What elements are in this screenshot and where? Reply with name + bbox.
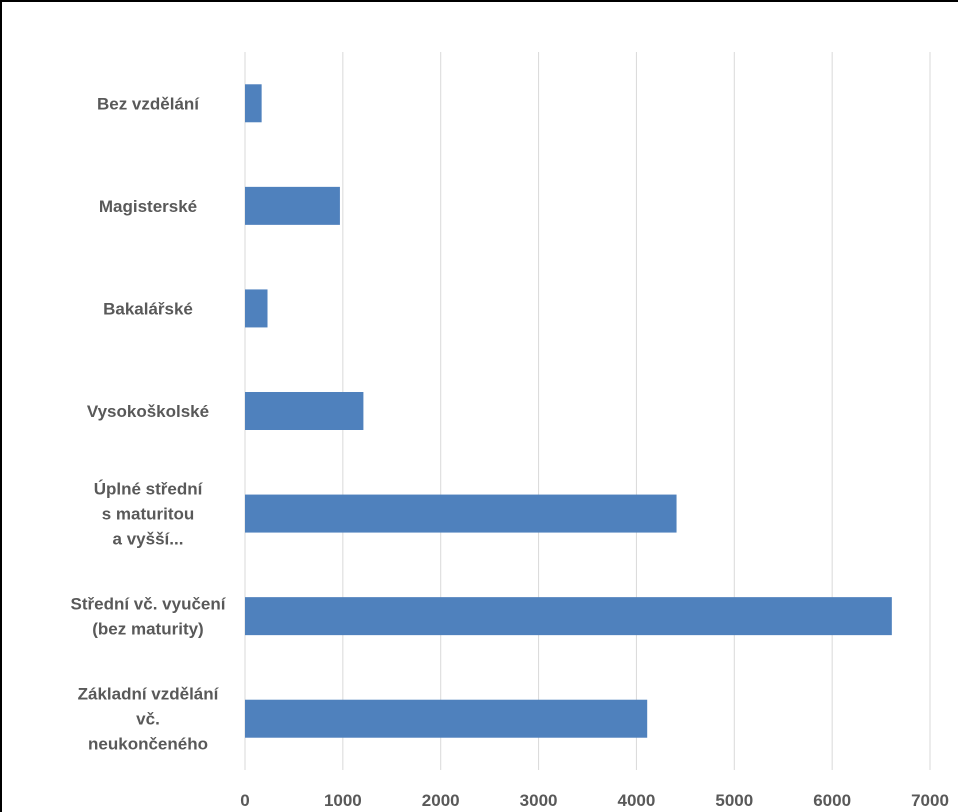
- x-tick-label: 5000: [715, 791, 753, 810]
- bar: [245, 84, 262, 123]
- x-tick-label: 4000: [618, 791, 656, 810]
- category-label-line: neukončeného: [88, 735, 208, 754]
- x-tick-label: 3000: [520, 791, 558, 810]
- category-label-line: Bez vzdělání: [97, 94, 200, 113]
- bar: [245, 699, 648, 738]
- bar: [245, 392, 364, 430]
- category-label: Střední vč. vyučení (bez maturity): [71, 595, 227, 639]
- category-label: Úplné střední s maturitou a vyšší...: [94, 480, 204, 549]
- bar: [245, 186, 340, 225]
- x-tick-label: 7000: [911, 791, 949, 810]
- x-tick-label: 0: [240, 791, 249, 810]
- category-label: Vysokoškolské: [87, 402, 209, 421]
- category-label: Bakalářské: [103, 299, 193, 318]
- category-label: Bez vzdělání: [97, 94, 200, 113]
- bar: [245, 289, 268, 328]
- category-label-line: Úplné střední: [94, 480, 204, 499]
- category-label-line: s maturitou: [102, 505, 195, 524]
- bar: [245, 597, 892, 636]
- category-label: Magisterské: [99, 197, 197, 216]
- x-tick-label: 2000: [422, 791, 460, 810]
- category-label-line: a vyšší...: [113, 530, 184, 549]
- bar: [245, 494, 677, 533]
- category-label-line: vč.: [136, 710, 160, 729]
- category-label-line: Bakalářské: [103, 299, 193, 318]
- category-label-line: (bez maturity): [92, 620, 203, 639]
- category-label-line: Magisterské: [99, 197, 197, 216]
- category-label: Základní vzdělání vč. neukončeného: [78, 685, 220, 754]
- x-tick-label: 1000: [324, 791, 362, 810]
- category-label-line: Vysokoškolské: [87, 402, 209, 421]
- category-label-line: Střední vč. vyučení: [71, 595, 227, 614]
- x-tick-label: 6000: [813, 791, 851, 810]
- category-label-line: Základní vzdělání: [78, 685, 220, 704]
